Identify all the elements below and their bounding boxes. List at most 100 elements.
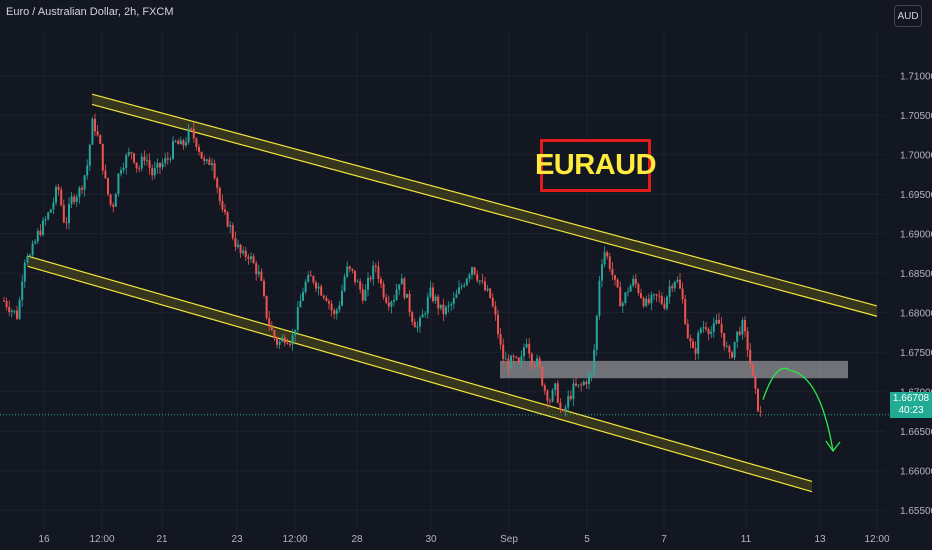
candle-body [367,277,369,290]
candle-body [757,388,759,412]
candle-body [671,286,674,289]
candle-body [434,296,437,301]
candle-body [114,193,117,207]
candle-body [143,156,146,161]
candle-body [21,281,24,301]
candle-body [702,327,705,329]
candle-body [390,301,393,307]
candle-body [759,411,762,413]
candle-body [62,204,65,223]
candle-body [281,337,284,342]
candle-body [29,255,31,257]
y-tick-label: 1.67500 [900,348,932,359]
candle-body [598,280,601,316]
candle-body [5,300,8,308]
candle-body [754,375,757,389]
channel-upper-top-edge [91,93,878,307]
candle-body [621,303,624,307]
candle-body [125,155,128,168]
candle-body [484,281,486,291]
y-tick-label: 1.66500 [900,427,932,438]
current-price-value: 1.66708 [892,393,930,404]
candle-body [304,281,307,293]
candle-body [16,310,18,319]
candle-body [634,278,637,285]
candle-body [590,373,593,376]
candle-body [244,250,247,257]
candle-body [34,241,37,244]
candle-body [185,142,187,146]
candle-body [174,140,177,142]
candle-body [140,156,143,169]
x-tick-label: 12:00 [282,534,307,545]
candle-body [159,162,161,168]
candle-body [588,375,590,385]
candle-body [650,295,653,304]
candle-body [619,287,622,307]
x-tick-label: 11 [741,534,752,545]
candle-body [369,277,372,280]
candle-body [112,204,115,207]
candle-body [582,381,585,386]
candle-body [138,168,141,170]
y-tick-label: 1.69500 [900,190,932,201]
candle-body [445,306,447,315]
y-tick-label: 1.68500 [900,269,932,280]
candle-body [148,160,151,169]
candle-body [504,358,507,360]
y-tick-label: 1.65500 [900,506,932,517]
candle-body [348,266,351,269]
currency-button[interactable]: AUD [894,5,922,27]
candle-body [44,219,47,221]
candle-body [471,267,473,275]
candle-body [302,292,304,301]
candle-body [655,294,658,296]
candle-body [75,196,78,202]
candle-body [577,384,580,386]
channel-upper-bottom-edge [91,103,878,317]
candle-body [715,319,718,324]
candle-body [231,225,234,239]
candle-body [151,168,154,176]
x-tick-label: 21 [156,534,168,545]
candle-body [679,279,681,289]
candle-body [13,310,16,312]
candle-body [494,306,497,315]
candle-body [86,165,89,176]
candle-body [502,344,505,360]
candle-body [270,325,273,331]
x-tick-label: 23 [231,534,243,545]
candle-body [10,310,13,313]
candle-body [437,296,440,309]
resistance-zone [500,360,848,379]
candle-body [567,395,570,408]
channel-lower-bottom-edge [27,265,813,493]
candle-body [465,278,468,286]
candle-body [424,313,427,315]
candle-body [549,400,551,402]
candle-body [575,383,577,386]
candle-body [276,337,278,345]
candle-body [153,167,156,176]
candle-body [237,244,239,247]
candle-body [380,278,382,284]
candle-body [419,317,421,327]
candle-body [450,303,453,306]
candle-body [499,334,502,345]
candle-body [694,348,697,354]
candle-body [580,384,583,386]
candle-body [491,297,494,307]
candle-body [697,332,700,354]
y-tick-label: 1.68000 [900,309,932,320]
candle-body [458,287,460,294]
candle-body [18,300,21,319]
candle-body [104,170,107,179]
candle-body [432,287,434,301]
candle-body [135,162,138,169]
candle-body [411,312,414,322]
candle-body [629,285,632,292]
candle-body [551,389,554,402]
candle-body [689,338,692,342]
candle-body [377,266,380,279]
